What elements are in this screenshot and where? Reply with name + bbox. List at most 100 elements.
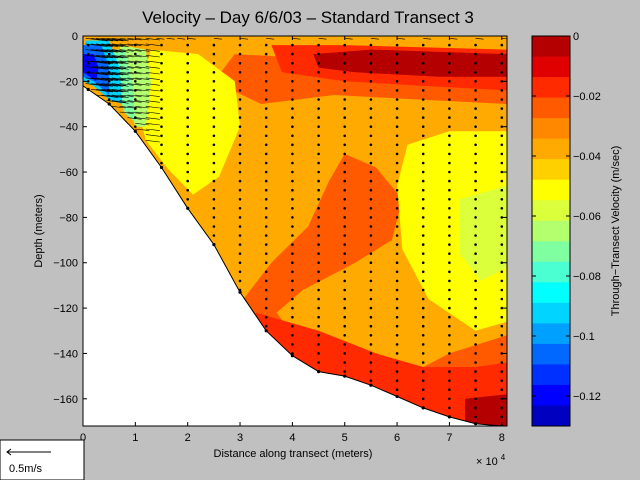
measurement-point: [213, 189, 216, 192]
measurement-point: [265, 280, 268, 283]
chart-title: Velocity – Day 6/6/03 – Standard Transec…: [142, 8, 474, 27]
measurement-point: [370, 180, 373, 183]
measurement-point: [501, 225, 504, 228]
measurement-point: [370, 225, 373, 228]
colorbar-cell: [532, 385, 570, 406]
measurement-point: [501, 398, 504, 401]
measurement-point: [108, 53, 111, 56]
measurement-point: [422, 116, 425, 119]
measurement-point: [343, 44, 346, 47]
measurement-point: [422, 171, 425, 174]
measurement-point: [265, 271, 268, 274]
measurement-point: [317, 280, 320, 283]
measurement-point: [317, 234, 320, 237]
colorbar-cell: [532, 241, 570, 262]
measurement-point: [501, 216, 504, 219]
measurement-point: [422, 352, 425, 355]
colorbar-cell: [532, 303, 570, 324]
measurement-point: [317, 361, 320, 364]
measurement-point: [474, 116, 477, 119]
measurement-point: [343, 252, 346, 255]
measurement-point: [213, 171, 216, 174]
measurement-point: [239, 280, 242, 283]
measurement-point: [239, 252, 242, 255]
measurement-point: [265, 189, 268, 192]
colorbar-cell: [532, 282, 570, 303]
measurement-point: [213, 44, 216, 47]
measurement-point: [265, 116, 268, 119]
colorbar-cell: [532, 221, 570, 242]
measurement-point: [186, 162, 189, 165]
measurement-point: [474, 379, 477, 382]
measurement-point: [291, 80, 294, 83]
measurement-point: [501, 116, 504, 119]
measurement-point: [474, 243, 477, 246]
measurement-point: [370, 252, 373, 255]
measurement-point: [343, 116, 346, 119]
measurement-point: [265, 216, 268, 219]
measurement-point: [474, 62, 477, 65]
measurement-point: [474, 280, 477, 283]
measurement-point: [396, 144, 399, 147]
measurement-point: [186, 107, 189, 110]
measurement-point: [239, 162, 242, 165]
colorbar-cell: [532, 159, 570, 180]
measurement-point: [396, 198, 399, 201]
colorbar-label: Through−Transect Velocity (m/sec): [610, 146, 622, 316]
measurement-point: [448, 44, 451, 47]
measurement-point: [474, 325, 477, 328]
measurement-point: [501, 271, 504, 274]
measurement-point: [343, 307, 346, 310]
measurement-point: [265, 162, 268, 165]
measurement-point: [291, 207, 294, 210]
colorbar-cell: [532, 200, 570, 221]
measurement-point: [317, 125, 320, 128]
x-tick-label: 7: [446, 432, 452, 444]
colorbar-tick-label: −0.1: [573, 331, 595, 343]
measurement-point: [474, 261, 477, 264]
measurement-point: [239, 125, 242, 128]
measurement-point: [317, 334, 320, 337]
measurement-point: [474, 343, 477, 346]
measurement-point: [343, 153, 346, 156]
measurement-point: [213, 53, 216, 56]
measurement-point: [501, 325, 504, 328]
y-tick-label: −80: [59, 212, 78, 224]
measurement-point: [396, 71, 399, 74]
x-axis-label: Distance along transect (meters): [214, 448, 373, 460]
measurement-point: [422, 198, 425, 201]
measurement-point: [239, 180, 242, 183]
measurement-point: [343, 98, 346, 101]
measurement-point: [501, 62, 504, 65]
measurement-point: [265, 89, 268, 92]
measurement-point: [317, 171, 320, 174]
measurement-point: [396, 135, 399, 138]
measurement-point: [501, 343, 504, 346]
measurement-point: [291, 135, 294, 138]
measurement-point: [370, 261, 373, 264]
measurement-point: [396, 352, 399, 355]
measurement-point: [448, 153, 451, 156]
measurement-point: [291, 225, 294, 228]
measurement-point: [291, 89, 294, 92]
measurement-point: [370, 107, 373, 110]
x-multiplier-exponent: 4: [501, 453, 506, 462]
x-tick-label: 5: [342, 432, 348, 444]
measurement-point: [291, 53, 294, 56]
measurement-point: [448, 261, 451, 264]
measurement-point: [474, 180, 477, 183]
measurement-point: [186, 135, 189, 138]
y-tick-label: 0: [72, 31, 78, 43]
x-tick-label: 8: [499, 432, 505, 444]
measurement-point: [370, 280, 373, 283]
measurement-point: [160, 89, 163, 92]
measurement-point: [213, 198, 216, 201]
colorbar: 0−0.02−0.04−0.06−0.08−0.1−0.12 Through−T…: [532, 31, 622, 427]
measurement-point: [343, 62, 346, 65]
measurement-point: [317, 116, 320, 119]
measurement-point: [343, 316, 346, 319]
measurement-point: [291, 298, 294, 301]
measurement-point: [448, 80, 451, 83]
measurement-point: [396, 271, 399, 274]
measurement-point: [239, 271, 242, 274]
